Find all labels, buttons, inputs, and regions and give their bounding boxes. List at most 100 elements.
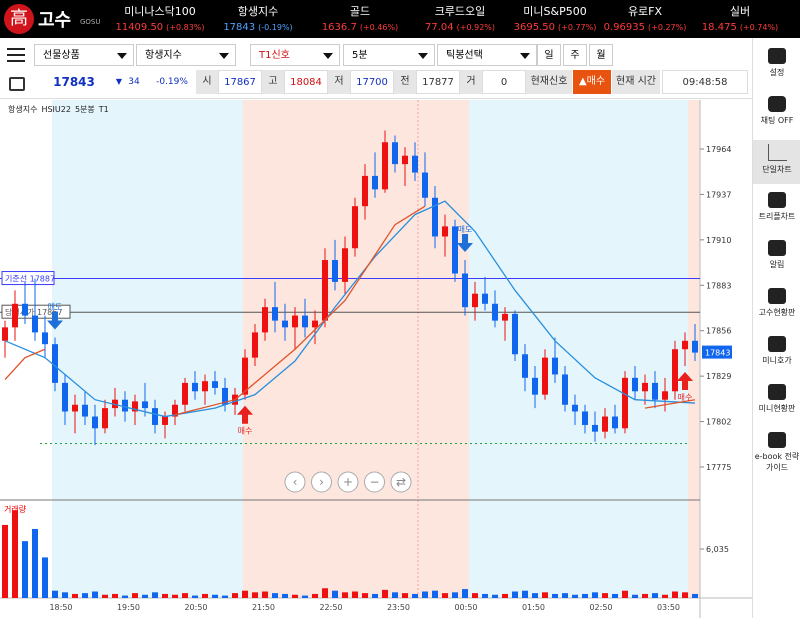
volume-bar bbox=[462, 589, 468, 598]
lock-icon[interactable] bbox=[9, 77, 25, 91]
candle-body bbox=[692, 340, 698, 353]
volume-bar bbox=[352, 591, 358, 598]
x-tick-label: 20:50 bbox=[184, 603, 207, 612]
price: 17843 bbox=[53, 75, 95, 89]
quote-value: 17700 bbox=[350, 70, 394, 94]
ticker[interactable]: 골드 1636.7 (+0.46%) bbox=[312, 3, 408, 33]
logo-mark[interactable]: 高 bbox=[4, 4, 34, 34]
y-tick-label: 17775 bbox=[706, 463, 731, 472]
candle-body bbox=[462, 273, 468, 308]
candle-body bbox=[362, 175, 368, 207]
selector[interactable]: 항생지수 bbox=[136, 44, 236, 66]
candle-body bbox=[262, 307, 268, 333]
selector[interactable]: 5분 bbox=[343, 44, 435, 66]
candle-body bbox=[452, 226, 458, 274]
x-tick-label: 03:50 bbox=[657, 603, 680, 612]
ticker-change: (+0.46%) bbox=[359, 23, 399, 32]
volume-bar bbox=[612, 593, 618, 598]
ticker-change: (+0.92%) bbox=[456, 23, 495, 32]
sidebar-icon bbox=[767, 144, 787, 161]
candle-body bbox=[672, 349, 678, 392]
menu-button[interactable] bbox=[7, 48, 25, 62]
y-tick-label: 17856 bbox=[706, 327, 731, 336]
candle-body bbox=[552, 357, 558, 375]
volume-bar bbox=[432, 590, 438, 598]
logo-sub: GOSU bbox=[80, 18, 101, 26]
ticker-price: 3695.50 bbox=[513, 22, 555, 33]
volume-bar bbox=[82, 593, 88, 598]
ticker[interactable]: 항생지수 17843 (-0.19%) bbox=[210, 3, 306, 33]
volume-bar bbox=[552, 593, 558, 598]
sidebar-item[interactable]: 단일차트 bbox=[753, 140, 800, 184]
moving-average bbox=[4, 200, 696, 418]
period-button[interactable]: 일 bbox=[537, 44, 561, 66]
zoom-button[interactable] bbox=[364, 471, 385, 493]
period-button[interactable]: 주 bbox=[563, 44, 587, 66]
volume-bar bbox=[62, 592, 68, 598]
candle-body bbox=[432, 197, 438, 237]
sidebar-label: 설정 bbox=[769, 68, 785, 77]
volume-bar bbox=[312, 593, 318, 598]
sidebar-item[interactable]: 미니현황판 bbox=[753, 380, 800, 424]
volume-bar bbox=[152, 592, 158, 598]
candle-body bbox=[642, 382, 648, 392]
volume-bar bbox=[452, 592, 458, 598]
sidebar-item[interactable]: 고수현황판 bbox=[753, 284, 800, 328]
chart: 항생지수 HSIU22 5분봉 T1 17964 17937 17910 17883 17856… bbox=[0, 100, 752, 618]
volume-bar bbox=[442, 593, 448, 598]
candle-body bbox=[482, 293, 488, 304]
signal-arrow bbox=[237, 405, 253, 424]
ticker-name: 실버 bbox=[729, 5, 751, 18]
ticker-quote: 18.475 (+0.74%) bbox=[692, 22, 788, 33]
volume-bar bbox=[72, 593, 78, 598]
ticker[interactable]: 유로FX 0.96935 (+0.27%) bbox=[597, 3, 693, 33]
sidebar-icon bbox=[768, 432, 786, 448]
sidebar-item[interactable]: e-book 전략가이드 bbox=[753, 428, 800, 472]
selector[interactable]: T1신호 bbox=[250, 44, 340, 66]
y-tick-label: 17802 bbox=[706, 418, 731, 427]
signal[interactable]: ▲매수 bbox=[573, 70, 611, 94]
y-tick-label: 17829 bbox=[706, 372, 731, 381]
zoom-button[interactable] bbox=[390, 471, 412, 493]
quote-label: 거 bbox=[460, 70, 482, 94]
ticker[interactable]: 미니S&P500 3695.50 (+0.77%) bbox=[507, 3, 603, 33]
zoom-button[interactable] bbox=[337, 471, 359, 493]
candle-body bbox=[292, 315, 298, 328]
ticker[interactable]: 크루드오일 77.04 (+0.92%) bbox=[412, 3, 508, 33]
sidebar-label: 미니호가 bbox=[762, 356, 792, 365]
selector[interactable]: 선물상품 bbox=[34, 44, 134, 66]
volume-bar bbox=[52, 590, 58, 598]
sidebar-item[interactable]: 미니호가 bbox=[753, 332, 800, 376]
y-tick-label: 17937 bbox=[706, 190, 731, 199]
candle-body bbox=[602, 416, 608, 432]
volume-bar bbox=[392, 592, 398, 598]
selector[interactable]: 틱봉선택 bbox=[437, 44, 537, 66]
signal-arrow bbox=[47, 311, 63, 330]
sidebar-icon bbox=[768, 384, 786, 400]
zoom-button[interactable] bbox=[311, 471, 332, 493]
ticker[interactable]: 실버 18.475 (+0.74%) bbox=[692, 3, 788, 33]
zoom-button[interactable] bbox=[284, 471, 306, 493]
volume-bar bbox=[522, 590, 528, 598]
candle-body bbox=[512, 313, 518, 355]
sidebar-icon bbox=[768, 48, 786, 64]
ticker[interactable]: 미니나스닥100 11409.50 (+0.83%) bbox=[112, 3, 208, 33]
volume-bar bbox=[372, 593, 378, 598]
volume-bar bbox=[102, 594, 108, 598]
ticker-change: (-0.19%) bbox=[258, 23, 293, 32]
ref-label-box bbox=[1, 271, 55, 286]
candle-body bbox=[42, 332, 48, 345]
candle-body bbox=[422, 172, 428, 198]
sidebar-item[interactable]: 알림 bbox=[753, 236, 800, 280]
volume-bar bbox=[122, 595, 128, 598]
candle-body bbox=[472, 293, 478, 308]
sidebar-item[interactable]: 설정 bbox=[753, 44, 800, 88]
period-button[interactable]: 월 bbox=[589, 44, 613, 66]
candle-body bbox=[322, 260, 328, 321]
quote-label: 고 bbox=[262, 70, 284, 94]
x-tick-label: 02:50 bbox=[589, 603, 612, 612]
sidebar-item[interactable]: 트리플차트 bbox=[753, 188, 800, 232]
volume-bar bbox=[2, 524, 8, 598]
sidebar-item[interactable]: 채팅 OFF bbox=[753, 92, 800, 136]
candle-body bbox=[282, 320, 288, 328]
